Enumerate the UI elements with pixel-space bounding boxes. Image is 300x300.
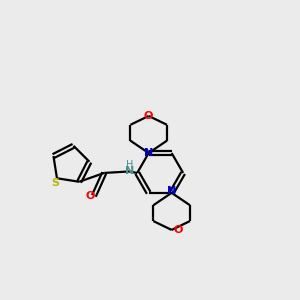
Text: N: N <box>167 186 176 197</box>
Text: N: N <box>144 148 153 158</box>
Text: O: O <box>144 111 153 121</box>
Text: H: H <box>126 160 134 170</box>
Text: O: O <box>173 225 183 235</box>
Text: S: S <box>52 178 59 188</box>
Text: N: N <box>124 167 134 176</box>
Text: O: O <box>86 191 95 201</box>
